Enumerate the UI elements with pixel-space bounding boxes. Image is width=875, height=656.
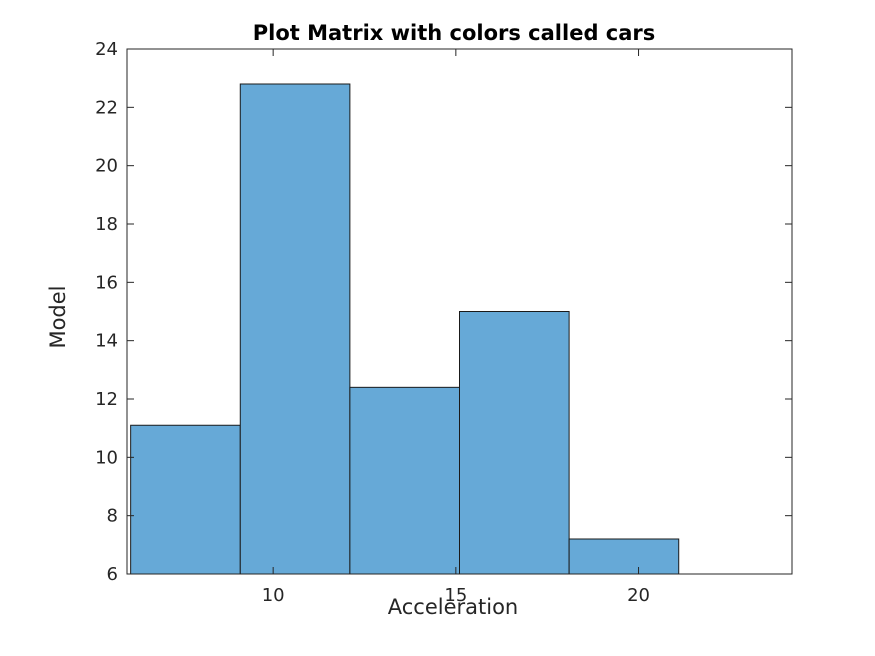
histogram-bar-4 (459, 311, 570, 575)
y-tick-label: 12 (95, 389, 118, 410)
histogram-bar-5 (568, 538, 680, 575)
y-tick-label: 24 (95, 39, 118, 60)
y-tick-label: 6 (107, 564, 118, 585)
histogram-bar-3 (349, 386, 460, 575)
y-tick-label: 22 (95, 97, 118, 118)
x-axis-label: Acceleration (388, 595, 519, 619)
y-tick-label: 8 (107, 506, 118, 527)
y-tick-label: 20 (95, 156, 118, 177)
bars-group (130, 83, 680, 575)
y-tick-label: 14 (95, 331, 118, 352)
y-axis-label: Model (46, 285, 70, 348)
y-axis-ticks: 6 8 10 12 14 16 18 20 22 24 (95, 39, 792, 585)
chart-title: Plot Matrix with colors called cars (253, 21, 656, 45)
x-tick-label: 15 (444, 585, 467, 606)
x-tick-label: 10 (262, 585, 285, 606)
plot-frame (126, 48, 793, 575)
x-axis-ticks: 10 15 20 (262, 49, 650, 606)
histogram-bar-2 (239, 83, 351, 575)
histogram-bar-1 (130, 424, 241, 575)
y-tick-label: 10 (95, 447, 118, 468)
y-tick-label: 18 (95, 214, 118, 235)
y-tick-label: 16 (95, 272, 118, 293)
x-tick-label: 20 (627, 585, 650, 606)
